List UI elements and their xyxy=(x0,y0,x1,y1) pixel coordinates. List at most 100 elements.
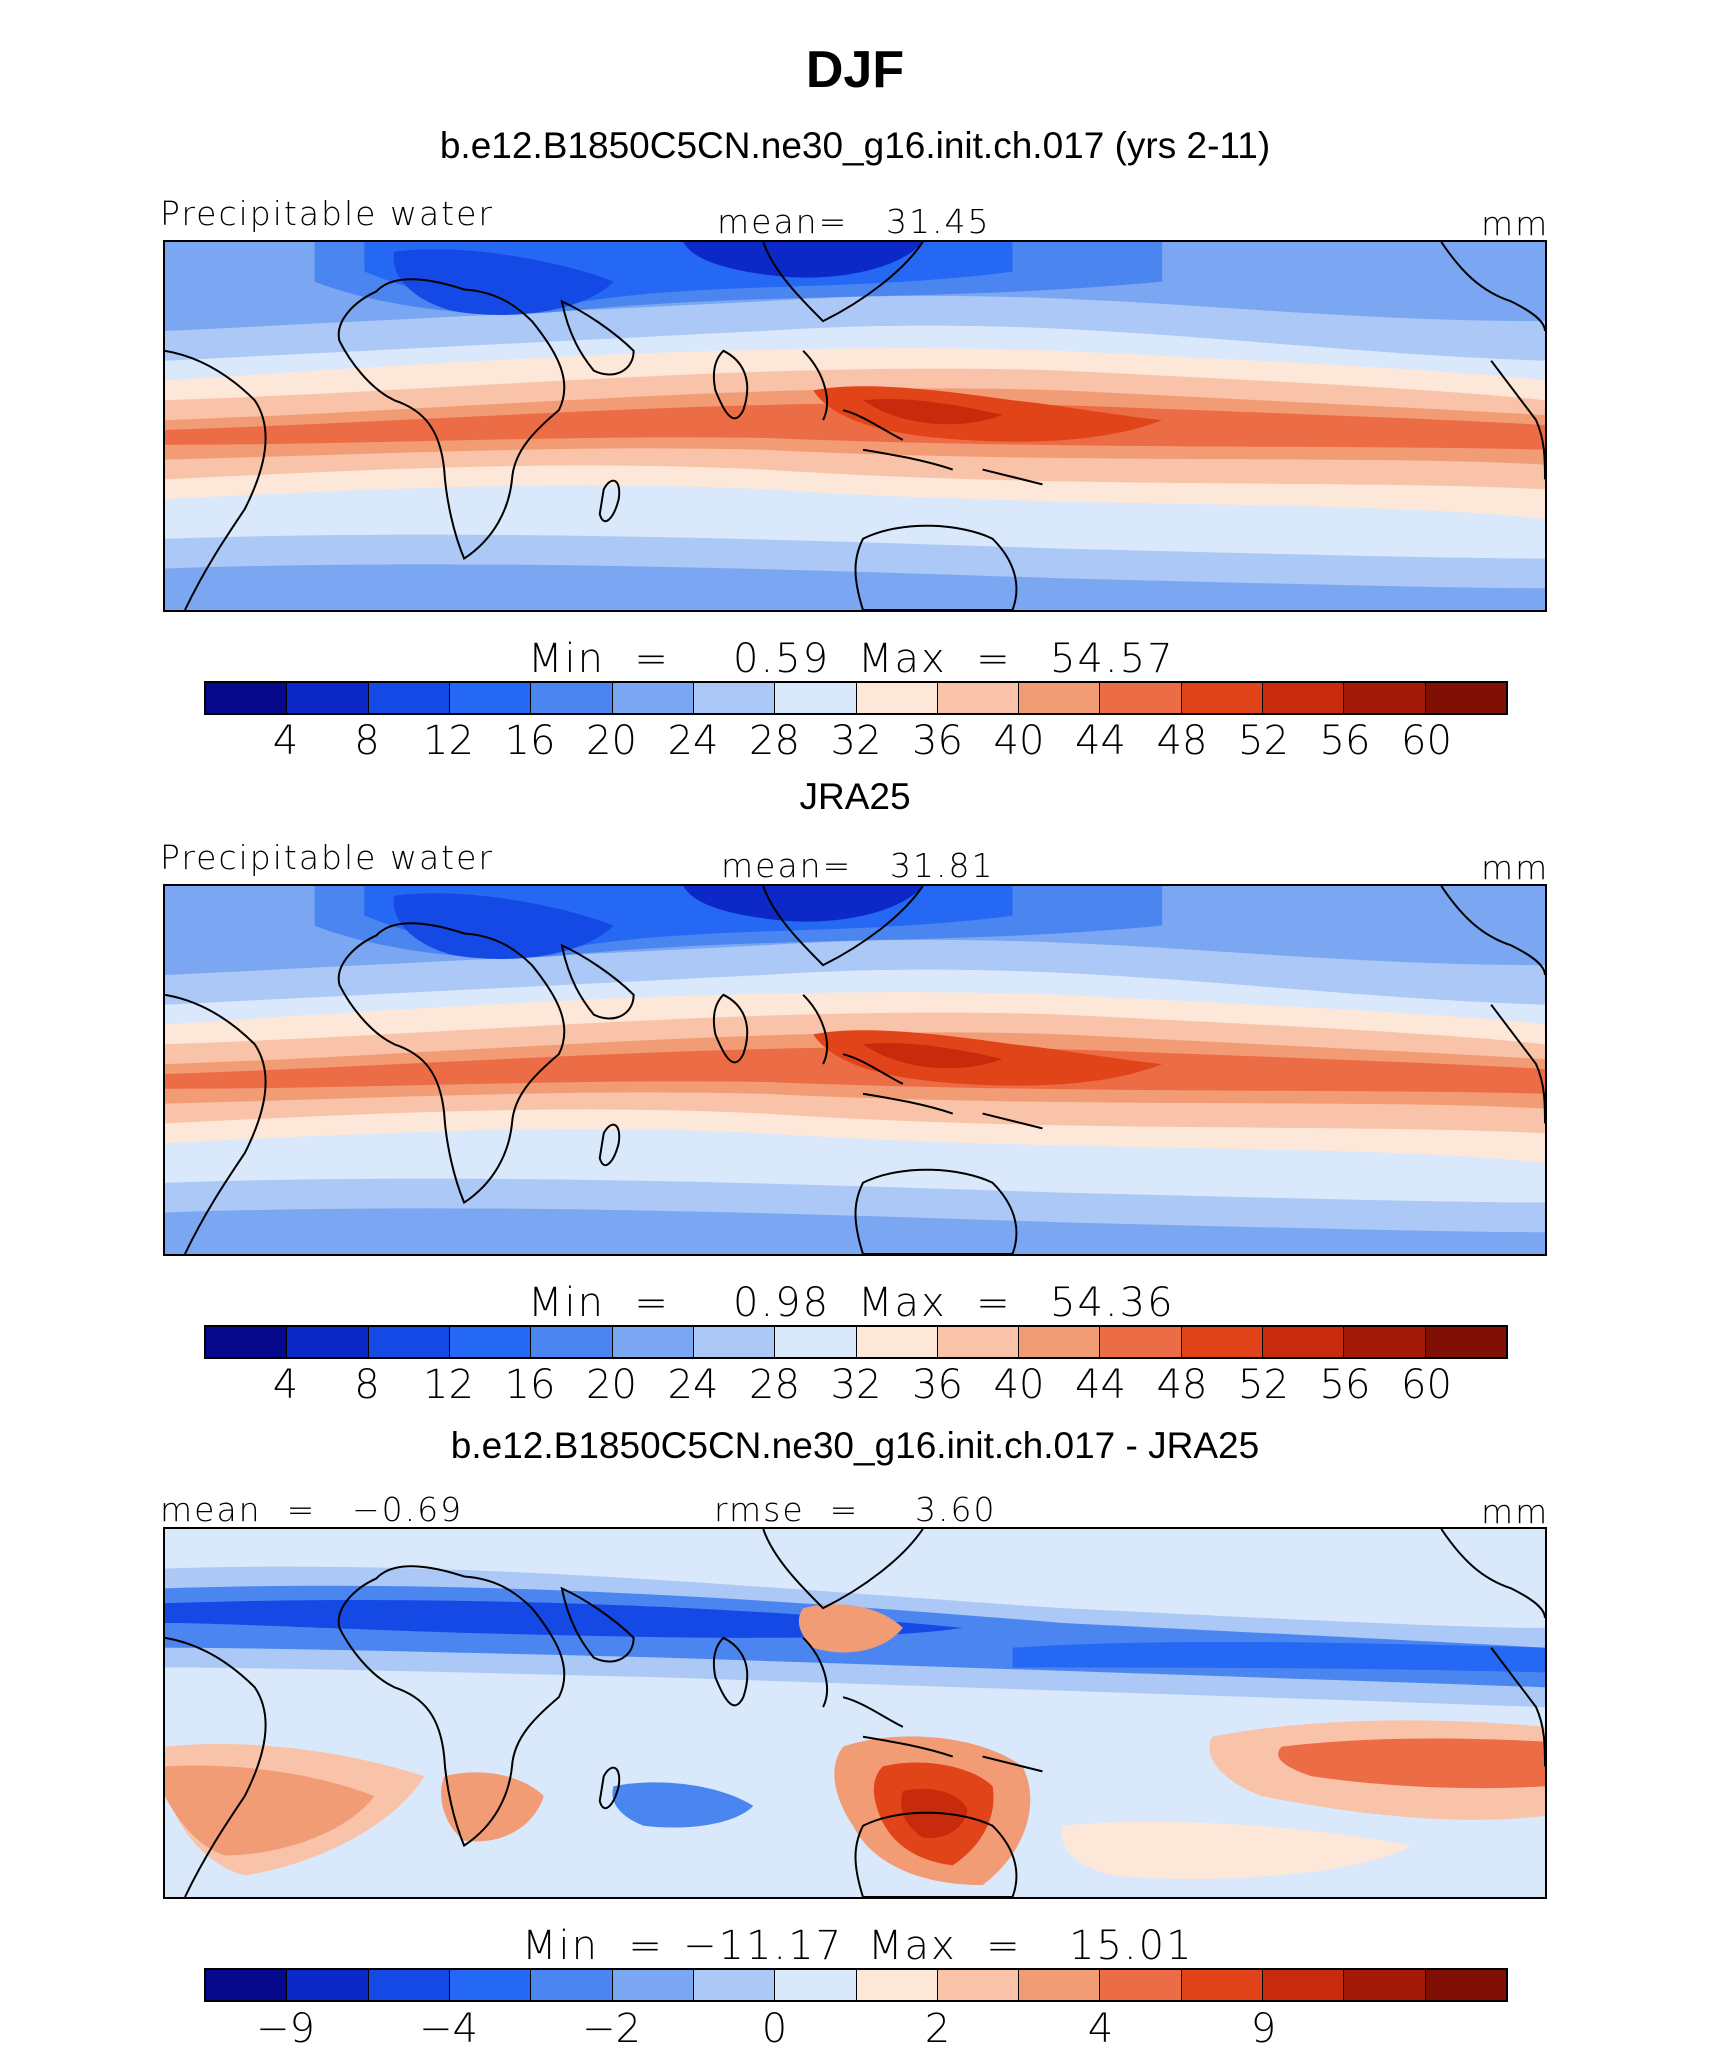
colorbar-tick-label: 28 xyxy=(749,718,800,764)
coastline xyxy=(598,1766,621,1810)
panel-3-colorbar-cell-2 xyxy=(287,1970,369,2000)
colorbar-tick-label: 52 xyxy=(1238,1362,1289,1408)
contour-band xyxy=(441,1772,544,1842)
panel-2-colorbar-cell-4 xyxy=(449,1327,532,1357)
panel-1-colorbar-cell-16 xyxy=(1425,683,1506,713)
panel-1-colorbar-cell-13 xyxy=(1181,683,1264,713)
figure-title: DJF xyxy=(805,41,905,99)
panel-2-colorbar-cell-16 xyxy=(1425,1327,1506,1357)
colorbar-tick-label: 12 xyxy=(423,718,474,764)
contour-band xyxy=(862,1042,1003,1069)
coastline xyxy=(1440,1529,1545,1619)
colorbar-tick-label: 8 xyxy=(354,718,380,764)
panel-2-min-label: Min = xyxy=(528,1280,670,1326)
panel-1-colorbar-cell-15 xyxy=(1344,683,1426,713)
contour-band xyxy=(798,1604,903,1653)
panel-3-colorbar-cell-16 xyxy=(1425,1970,1506,2000)
coastline xyxy=(802,994,1043,1130)
colorbar-tick-label: 48 xyxy=(1156,1362,1208,1408)
colorbar-tick-label: 20 xyxy=(586,718,637,764)
panel-1-map-svg xyxy=(165,242,1545,610)
panel-1-colorbar-cell-9 xyxy=(856,683,938,713)
coastline xyxy=(560,1586,635,1663)
panel-2-colorbar-cell-3 xyxy=(368,1327,450,1357)
panel-3-min-label: Min = xyxy=(522,1923,664,1969)
panel-3-min-value: −11.17 xyxy=(683,1923,844,1969)
panel-2-mean-value: 31.81 xyxy=(890,846,995,885)
colorbar-tick-label: 48 xyxy=(1156,718,1208,764)
panel-3-mean-value: −0.69 xyxy=(352,1490,464,1529)
panel-3-max-label: Max = xyxy=(868,1923,1022,1969)
panel-1-title: b.e12.B1850C5CN.ne30_g16.init.ch.017 (yr… xyxy=(439,125,1271,166)
colorbar-tick-label: 32 xyxy=(830,1362,882,1408)
colorbar-tick-label: 12 xyxy=(423,1362,474,1408)
contour-band xyxy=(165,1208,1545,1254)
coastline xyxy=(337,278,566,561)
contour-band xyxy=(862,398,1003,425)
panel-3-colorbar-cell-10 xyxy=(937,1970,1020,2000)
panel-2-colorbar-cell-2 xyxy=(287,1327,369,1357)
contour-band xyxy=(1012,1641,1545,1673)
panel-3-max-value: 15.01 xyxy=(1069,1923,1194,1969)
coastline xyxy=(598,1123,621,1167)
panel-2-max-value: 54.36 xyxy=(1050,1280,1175,1326)
colorbar-tick-label: 40 xyxy=(993,718,1045,764)
colorbar-tick-label: 36 xyxy=(912,718,963,764)
coastline xyxy=(1490,1647,1545,1767)
panel-3-colorbar-ticks: −9 −4 −2 0 2 4 9 xyxy=(204,2006,1508,2056)
colorbar-tick-label: 4 xyxy=(272,1362,299,1408)
panel-1-colorbar-cell-11 xyxy=(1019,683,1101,713)
contour-band xyxy=(683,886,923,922)
coastline xyxy=(712,1636,749,1707)
colorbar-tick-label: 32 xyxy=(830,718,882,764)
colorbar-tick-label: 44 xyxy=(1075,718,1126,764)
contour-band xyxy=(165,1765,375,1856)
panel-3-colorbar-cell-7 xyxy=(693,1970,776,2000)
panel-2-map-svg xyxy=(165,886,1545,1254)
coastline xyxy=(712,349,749,420)
colorbar-tick-label: 24 xyxy=(667,718,719,764)
panel-3-mean-label: mean = xyxy=(160,1490,317,1529)
colorbar-tick-label: 16 xyxy=(504,1362,556,1408)
colorbar-tick-label: 9 xyxy=(1250,2006,1277,2052)
panel-1-colorbar-cell-5 xyxy=(531,683,613,713)
coastline xyxy=(762,886,924,967)
coastline xyxy=(1440,886,1545,976)
coastline xyxy=(560,299,635,376)
coastline xyxy=(1490,1004,1545,1124)
colorbar-tick-label: 56 xyxy=(1319,1362,1371,1408)
panel-2-colorbar-cell-13 xyxy=(1181,1327,1264,1357)
panel-1-units: mm xyxy=(1481,204,1550,243)
panel-3-colorbar-cell-15 xyxy=(1344,1970,1426,2000)
coastline xyxy=(337,1565,566,1848)
colorbar-tick-label: 8 xyxy=(354,1362,380,1408)
colorbar-tick-label: 16 xyxy=(504,718,556,764)
coastline xyxy=(165,1636,267,1897)
colorbar-tick-label: −4 xyxy=(419,2006,478,2052)
panel-1-variable-label: Precipitable water xyxy=(160,194,494,233)
panel-1-colorbar-cell-10 xyxy=(937,683,1020,713)
panel-2-colorbar-cell-5 xyxy=(531,1327,613,1357)
panel-3-colorbar-cell-8 xyxy=(775,1970,857,2000)
coastline xyxy=(762,1529,924,1610)
panel-2-map xyxy=(163,884,1547,1256)
contour-band xyxy=(1278,1738,1545,1789)
panel-1-map xyxy=(163,240,1547,612)
colorbar-tick-label: 4 xyxy=(1087,2006,1114,2052)
panel-3-colorbar-cell-4 xyxy=(449,1970,532,2000)
coastline xyxy=(165,349,267,610)
panel-1-colorbar-cell-14 xyxy=(1263,683,1345,713)
panel-1-colorbar-cell-2 xyxy=(287,683,369,713)
panel-2-mean-label: mean= xyxy=(721,846,853,885)
colorbar-tick-label: 60 xyxy=(1401,1362,1452,1408)
colorbar-tick-label: 60 xyxy=(1401,718,1452,764)
panel-2-colorbar-cell-1 xyxy=(206,1327,288,1357)
panel-3-title: b.e12.B1850C5CN.ne30_g16.init.ch.017 - J… xyxy=(450,1425,1260,1466)
panel-2-colorbar-cell-11 xyxy=(1019,1327,1101,1357)
colorbar-tick-label: 40 xyxy=(993,1362,1045,1408)
panel-2-colorbar-cell-10 xyxy=(937,1327,1020,1357)
colorbar-tick-label: 4 xyxy=(272,718,299,764)
colorbar-tick-label: 2 xyxy=(924,2006,951,2052)
coastline xyxy=(165,993,267,1254)
